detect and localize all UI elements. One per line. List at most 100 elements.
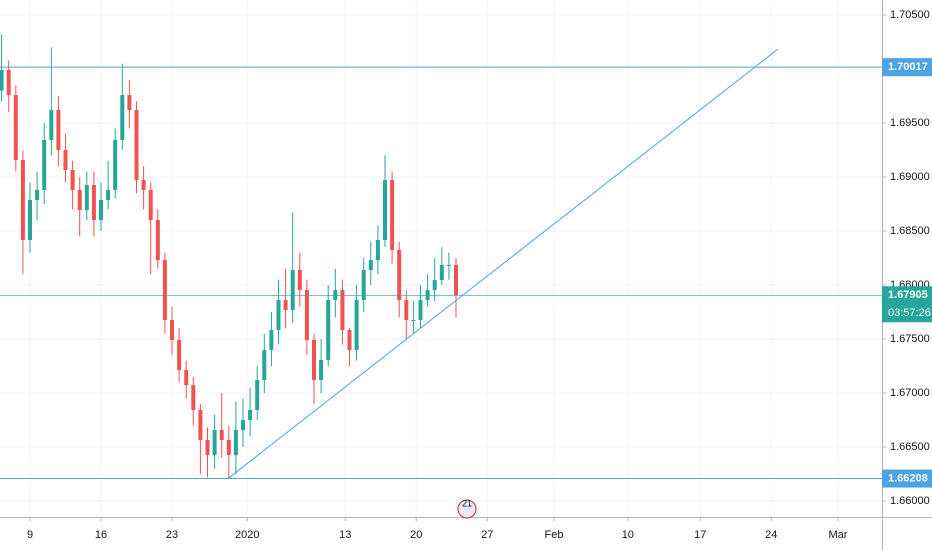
candle-body [361, 270, 366, 301]
candle-body [49, 110, 54, 140]
price-label: 1.70017 [888, 61, 928, 73]
candle-body [276, 300, 281, 331]
candle-body [226, 439, 231, 456]
candle-body [56, 110, 61, 151]
candle-body [312, 339, 317, 381]
candle-body [134, 110, 139, 181]
candle-body [368, 260, 373, 271]
y-tick-label: 1.68500 [890, 225, 930, 237]
current-price-box [882, 286, 932, 323]
candle-body [290, 270, 295, 310]
candle-body [304, 289, 309, 340]
x-tick-label: 9 [27, 529, 33, 541]
candle-body [241, 420, 246, 431]
x-tick-label: 2020 [235, 529, 259, 541]
price-label: 1.66208 [888, 472, 928, 484]
candle-body [340, 289, 345, 331]
candle-body [84, 185, 89, 211]
countdown-label: 03:57:26 [888, 307, 931, 319]
candle-body [70, 169, 75, 190]
candle-body [20, 160, 25, 240]
x-tick-label: Mar [829, 529, 848, 541]
price-label-box [882, 469, 932, 488]
x-tick-label: 13 [339, 529, 351, 541]
candle-body [283, 300, 288, 310]
candle-body [397, 250, 402, 301]
candle-body [262, 350, 267, 381]
candle-body [28, 200, 33, 240]
candle-body [383, 180, 388, 240]
candle-body [404, 300, 409, 321]
candle-body [432, 280, 437, 290]
trend-line [227, 48, 779, 479]
x-tick-label: 27 [481, 529, 493, 541]
current-price-label: 1.67905 [888, 289, 928, 301]
x-tick-label: 24 [765, 529, 777, 541]
candle-body [63, 150, 68, 170]
candle-body [446, 265, 451, 267]
y-tick-label: 1.66000 [890, 495, 930, 507]
y-tick-label: 1.66500 [890, 441, 930, 453]
candle-body [439, 265, 444, 281]
candle-body [354, 300, 359, 351]
candle-body [219, 430, 224, 440]
candle-body [148, 189, 153, 220]
x-tick-label: 23 [166, 529, 178, 541]
event-badge: 21 [457, 498, 477, 519]
candle-body [297, 270, 302, 290]
candle-body [106, 189, 111, 201]
plot [0, 34, 882, 480]
candle-body [212, 430, 217, 456]
candle-body [170, 320, 175, 340]
candle-body [390, 180, 395, 251]
candle-body [141, 180, 146, 190]
candle-body [77, 189, 82, 211]
x-tick-label: 16 [95, 529, 107, 541]
candle-body [248, 409, 253, 421]
candle-body [269, 330, 274, 351]
candle-body [375, 239, 380, 261]
candle-body [255, 380, 260, 410]
candle-body [319, 359, 324, 381]
x-tick-label: 20 [410, 529, 422, 541]
event-count: 21 [462, 498, 472, 508]
candle-body [205, 439, 210, 456]
y-tick-label: 1.70500 [890, 9, 930, 21]
candle-body [155, 219, 160, 261]
grid [0, 0, 882, 517]
y-tick-label: 1.69000 [890, 171, 930, 183]
candle-body [35, 189, 40, 201]
event-icon[interactable] [457, 499, 477, 519]
candle-body [184, 370, 189, 386]
candle-body [99, 200, 104, 220]
candle-body [177, 339, 182, 371]
candle-body [326, 300, 331, 360]
candle-body [347, 330, 352, 351]
y-tick-label: 1.67000 [890, 387, 930, 399]
candle-body [198, 409, 203, 440]
candle-body [0, 69, 4, 91]
candle-body [418, 300, 423, 321]
candle-body [113, 139, 118, 190]
candle-body [411, 320, 416, 322]
candle-body [120, 95, 125, 140]
axes: 1.660001.665001.670001.675001.680001.685… [27, 9, 932, 541]
x-tick-label: 17 [694, 529, 706, 541]
price-label-box [882, 58, 932, 77]
x-tick-label: Feb [544, 529, 563, 541]
candle-body [13, 95, 18, 161]
candle-body [191, 385, 196, 410]
candle-body [454, 265, 459, 296]
y-tick-label: 1.67500 [890, 333, 930, 345]
x-tick-label: 10 [622, 529, 634, 541]
candle-body [91, 185, 96, 220]
candle-body [127, 95, 132, 111]
candle-body [42, 139, 47, 190]
candle-body [233, 430, 238, 456]
candle-body [6, 69, 11, 96]
candle-body [162, 260, 167, 321]
y-tick-label: 1.69500 [890, 117, 930, 129]
